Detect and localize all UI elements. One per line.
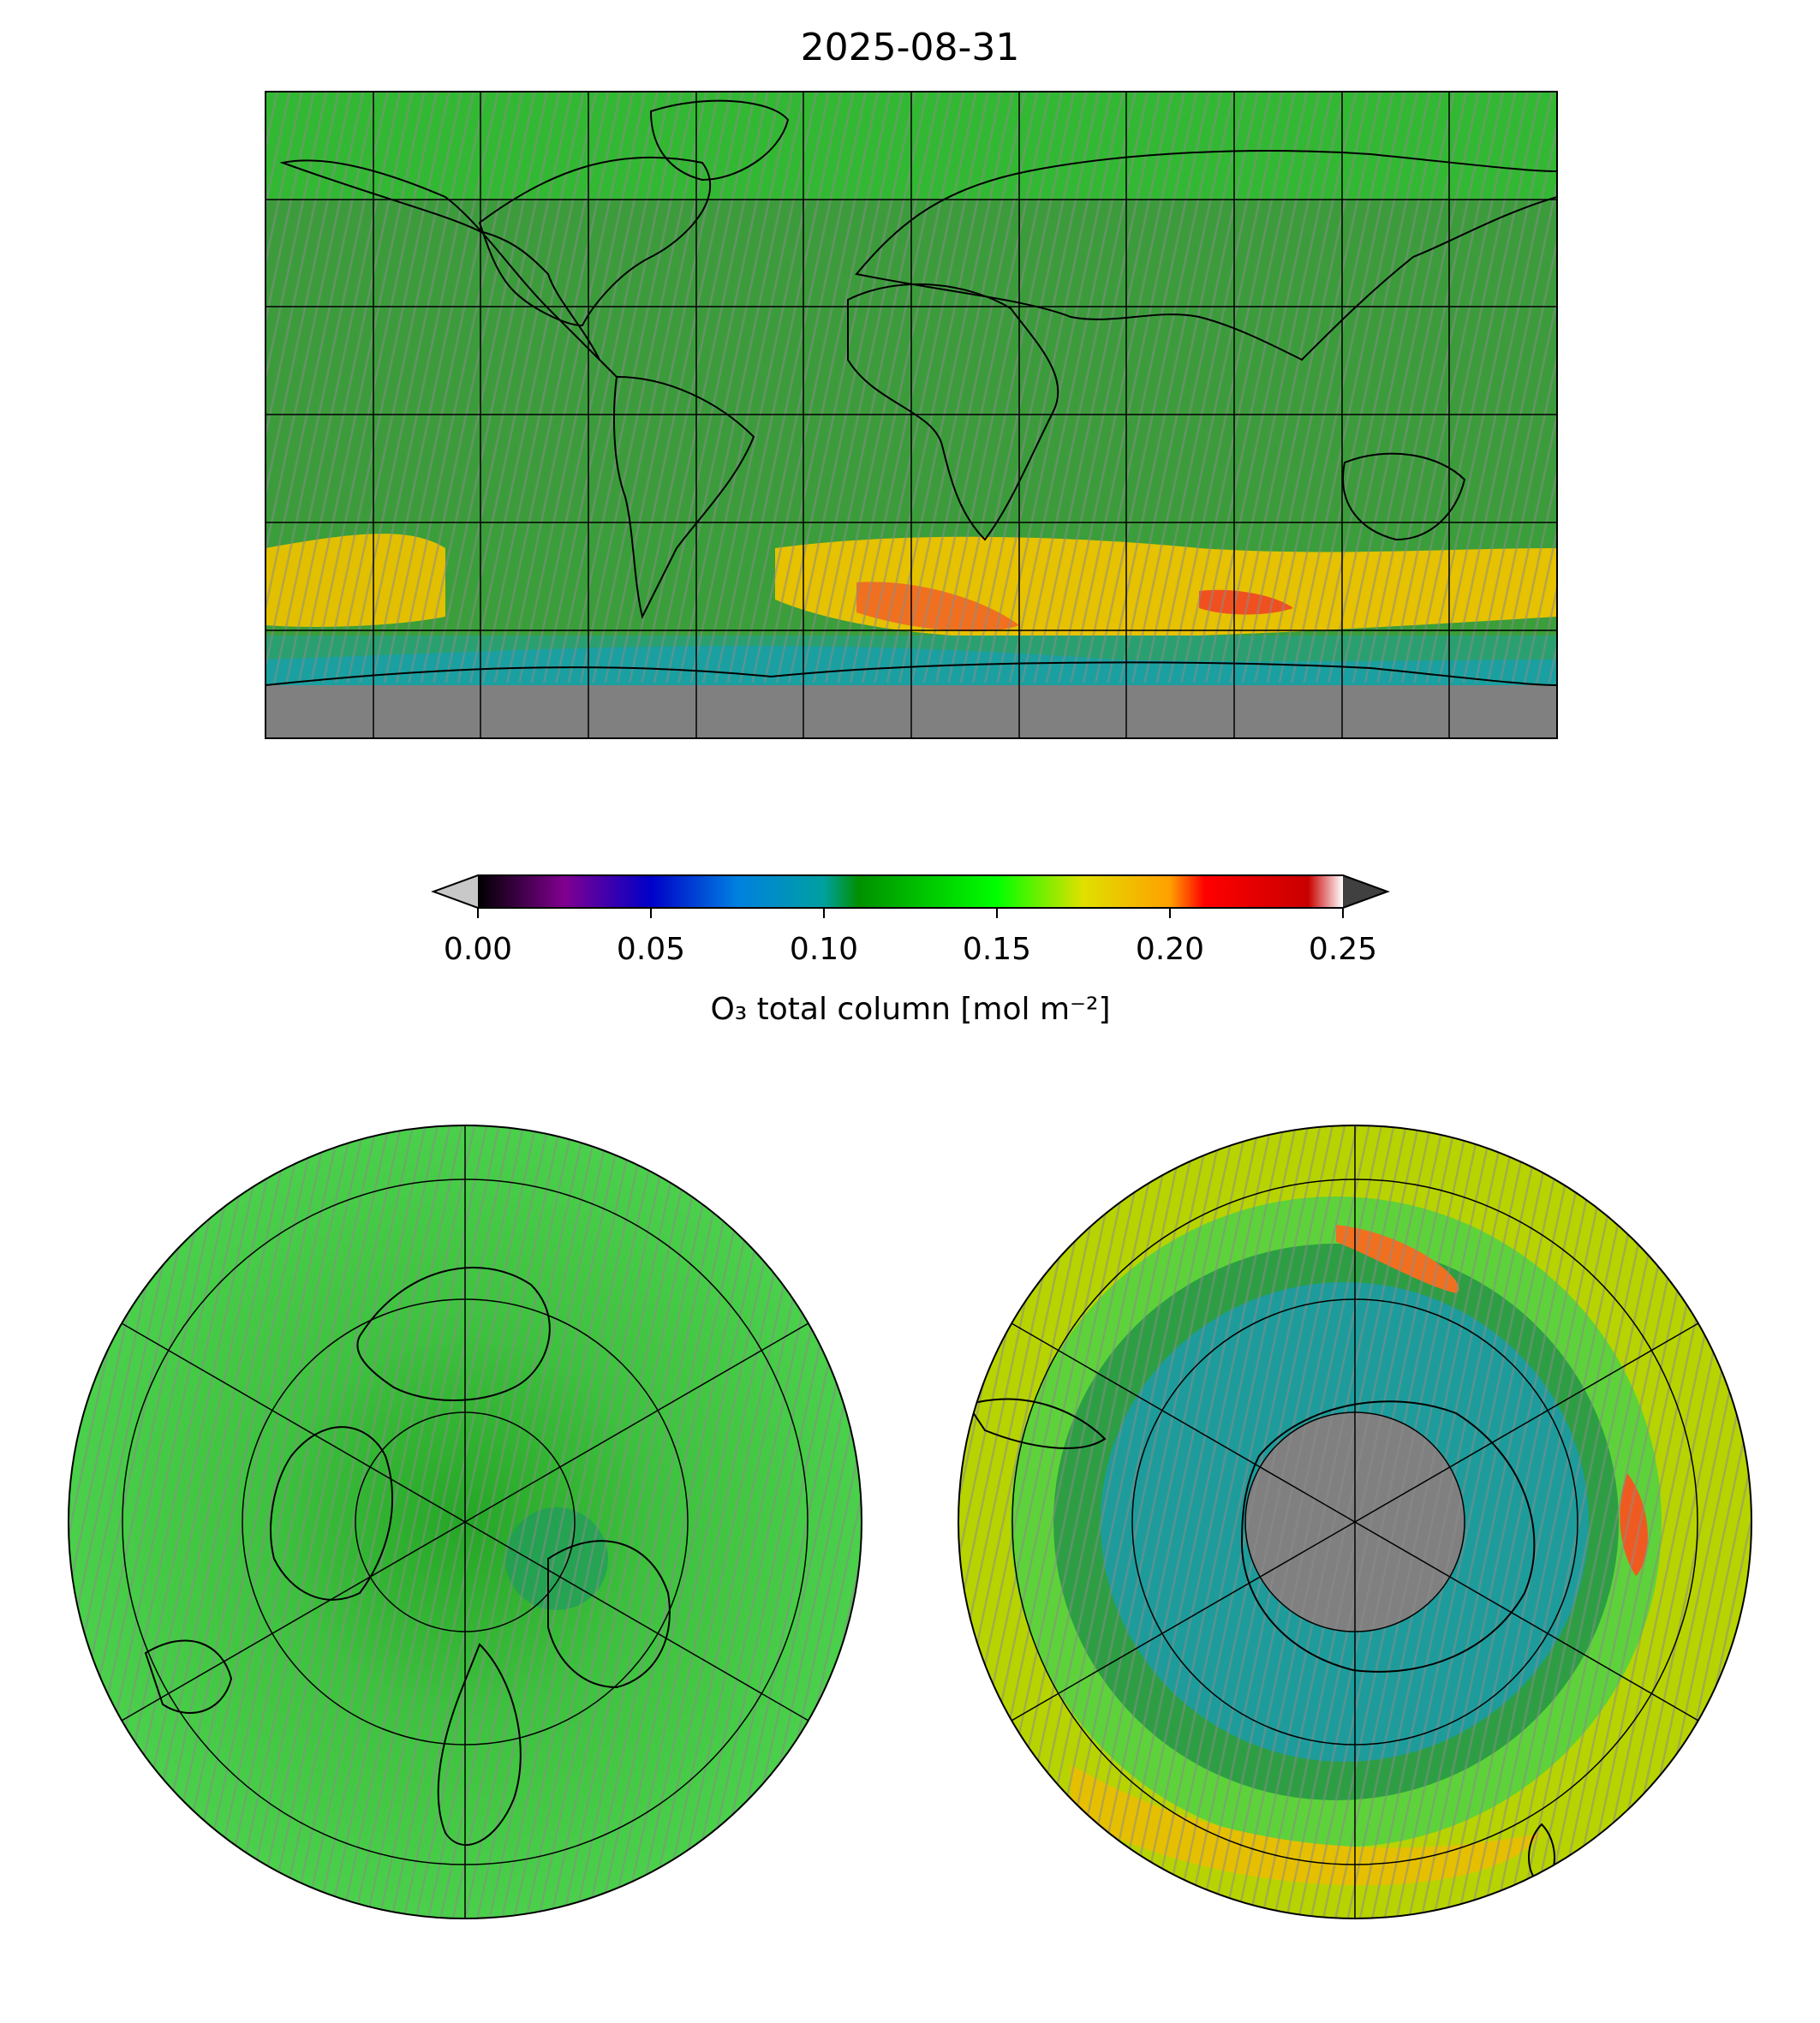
- coast-eurasia: [855, 150, 1557, 361]
- coast-australia: [1342, 452, 1466, 541]
- coast-antarctica: [266, 661, 1557, 686]
- north-coastlines: [144, 1267, 671, 1847]
- colorbar-tick-label: 0.00: [444, 932, 512, 967]
- south-polar-map: [958, 1125, 1751, 1919]
- south-polar-frame: [958, 1125, 1752, 1919]
- colorbar-ticks: 0.00 0.05 0.10 0.15 0.20 0.25: [444, 908, 1377, 967]
- colorbar-under-extension: [433, 875, 478, 908]
- north-gridlines: [121, 1125, 809, 1919]
- global-gridlines: [266, 92, 1557, 738]
- coast-greenland-polar: [356, 1267, 551, 1401]
- north-polar-frame: [68, 1125, 862, 1919]
- coast-antarctica-polar: [1240, 1400, 1536, 1673]
- colorbar: 0.00 0.05 0.10 0.15 0.20 0.25 O₃ total column…: [431, 874, 1390, 1027]
- global-map-frame: [265, 91, 1558, 739]
- lon-line: [1011, 1322, 1699, 1722]
- coast-alaska: [144, 1639, 233, 1714]
- lon-line: [121, 1322, 809, 1722]
- coast-greenland: [649, 99, 790, 182]
- coast-canada-arctic: [270, 1426, 394, 1601]
- coast-siberia: [547, 1540, 671, 1689]
- colorbar-tick-label: 0.10: [790, 932, 858, 967]
- colorbar-tick-label: 0.20: [1136, 932, 1204, 967]
- global-map: [266, 92, 1557, 738]
- coast-south-america-tip: [966, 1398, 1107, 1449]
- colorbar-bar: [478, 875, 1343, 908]
- north-polar-map: [69, 1125, 862, 1919]
- coast-north-america-east: [478, 156, 712, 327]
- colorbar-over-extension: [1343, 875, 1387, 908]
- colorbar-tick-label: 0.05: [617, 932, 685, 967]
- colorbar-tick-label: 0.15: [963, 932, 1031, 967]
- figure-title: 2025-08-31: [800, 26, 1020, 69]
- colorbar-tick-label: 0.25: [1309, 932, 1377, 967]
- colorbar-label: O₃ total column [mol m⁻²]: [710, 992, 1110, 1027]
- south-gridlines: [1011, 1125, 1699, 1919]
- coast-scandinavia: [437, 1643, 522, 1847]
